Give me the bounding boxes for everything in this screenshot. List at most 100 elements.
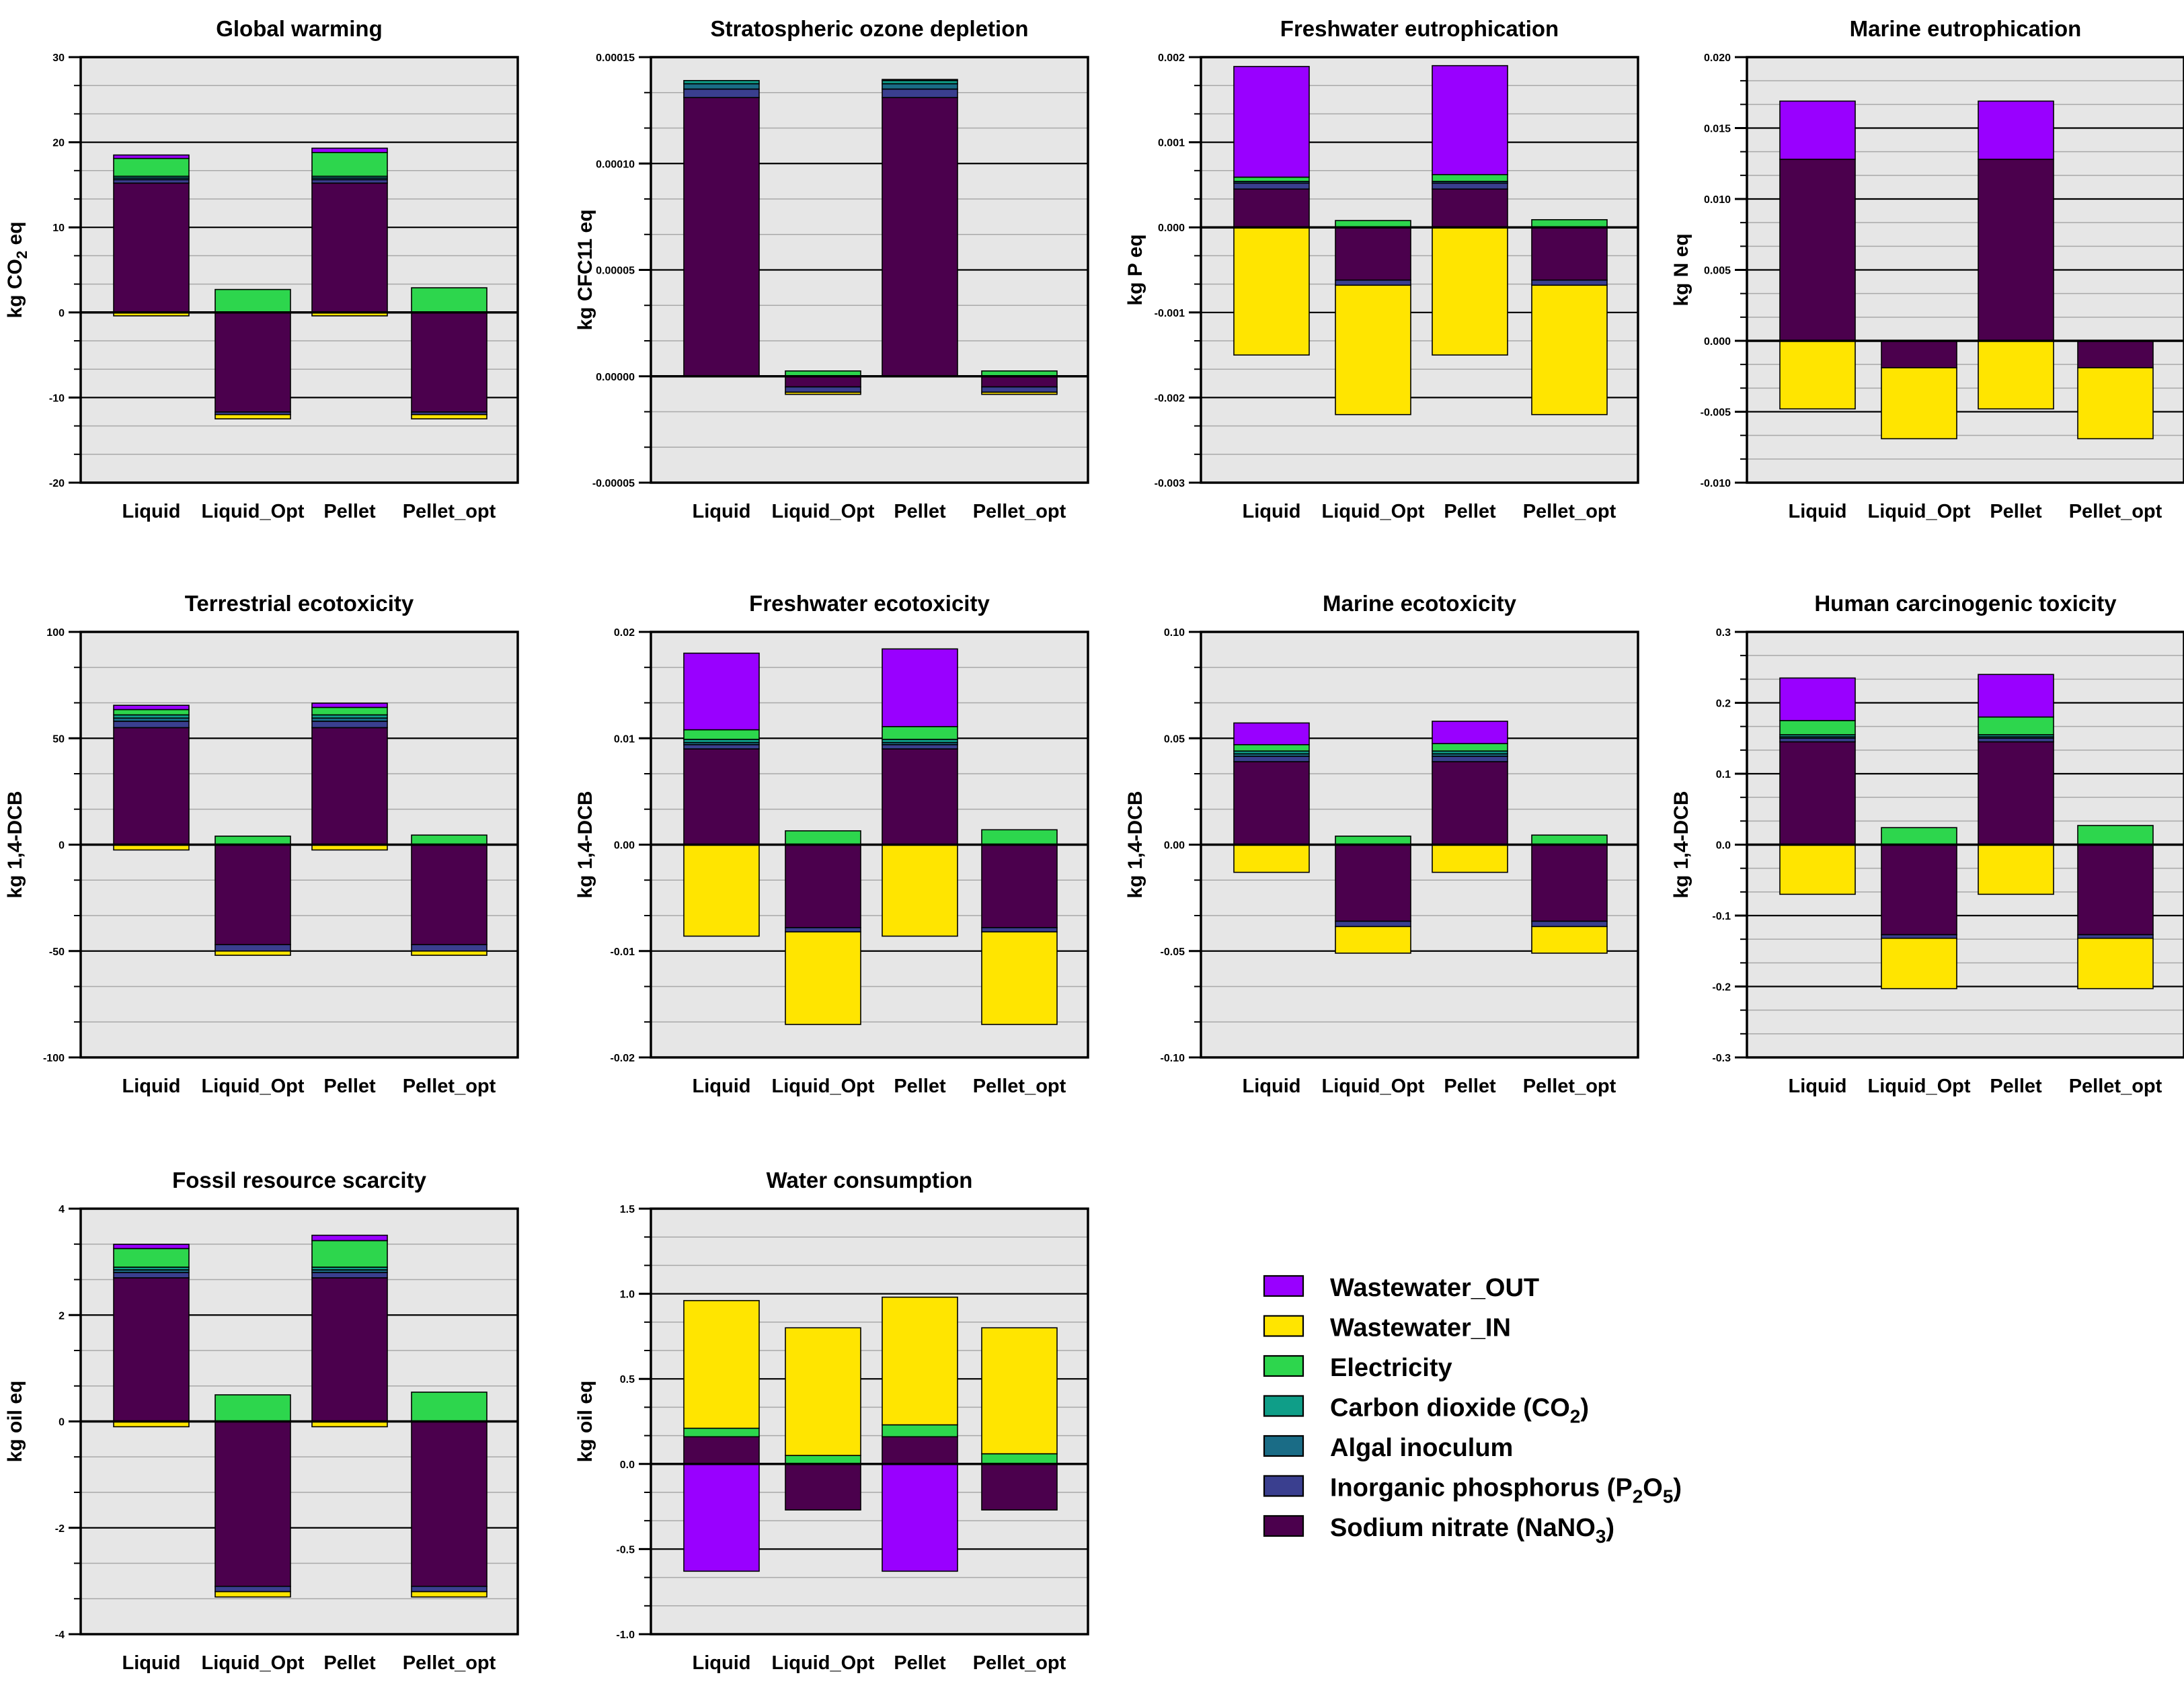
bar-segment-wastewater_out <box>683 652 760 731</box>
x-tick-label: Liquid <box>122 1652 181 1674</box>
x-tick-label: Liquid_Opt <box>1321 501 1424 522</box>
y-axis-label: kg 1,4-DCB <box>4 791 26 898</box>
y-axis-label: kg 1,4-DCB <box>574 791 596 898</box>
y-tick-label: 0.000 <box>1704 336 1731 348</box>
bar-segment-nano3 <box>113 182 190 313</box>
x-tick-label: Pellet_opt <box>403 501 496 522</box>
legend-label-part: 3 <box>1596 1526 1606 1547</box>
x-tick-label: Liquid <box>1243 501 1301 522</box>
plot-frame <box>1746 56 2184 484</box>
bar-segment-p2o5 <box>214 1585 291 1593</box>
bar-segment-electricity <box>882 1424 958 1438</box>
bar-segment-nano3 <box>785 375 861 388</box>
y-tick-label: -10 <box>49 393 65 404</box>
bar-segment-wastewater_out <box>882 1463 958 1572</box>
legend-label-wastewater_in: Wastewater_IN <box>1330 1314 1511 1342</box>
bar-segment-p2o5 <box>311 721 388 729</box>
bar-segment-wastewater_in <box>1531 926 1608 954</box>
plot-frame <box>650 56 1089 484</box>
x-tick-label: Liquid_Opt <box>1321 1076 1424 1097</box>
chart-panel: 0.00015 0.00010 0.00005 0.00000 -0.00005 Liqu… <box>574 16 1089 522</box>
x-tick-label: Liquid <box>693 1076 751 1097</box>
y-tick-label: -20 <box>49 478 65 489</box>
y-tick-label: -0.1 <box>1712 911 1731 922</box>
x-tick-label: Pellet <box>323 1652 376 1674</box>
y-tick-label: -0.00005 <box>592 478 635 489</box>
bar-segment-wastewater_out <box>1432 65 1508 175</box>
y-tick-label: 0.010 <box>1704 194 1731 206</box>
legend-label-wastewater_out: Wastewater_OUT <box>1330 1274 1539 1302</box>
y-tick-label: -0.5 <box>616 1544 635 1556</box>
x-tick-label: Liquid_Opt <box>771 1652 874 1674</box>
chart-panel: 0.3 0.2 0.1 0.0 -0.1 -0.2 -0.3 Liquid Liquid_Opt… <box>1670 591 2184 1097</box>
y-tick-label: -100 <box>43 1053 65 1064</box>
bar-segment-p2o5 <box>1335 920 1411 928</box>
y-tick-label: 2 <box>58 1310 65 1322</box>
bar-segment-wastewater_in <box>785 931 861 1025</box>
y-tick-label: 0.00010 <box>596 159 635 170</box>
bar-segment-wastewater_in <box>1335 284 1411 415</box>
x-tick-label: Liquid_Opt <box>1867 1076 1970 1097</box>
bar-segment-nano3 <box>113 727 190 846</box>
bar-segment-p2o5 <box>683 743 760 750</box>
y-tick-label: -0.01 <box>611 946 635 958</box>
bar-segment-nano3 <box>1432 761 1508 846</box>
plot-frame <box>1200 631 1639 1059</box>
legend-swatch-wastewater_in <box>1263 1315 1304 1337</box>
bar-segment-p2o5 <box>113 721 190 729</box>
y-tick-label: 1.0 <box>620 1289 635 1301</box>
y-tick-label: -0.3 <box>1712 1053 1731 1064</box>
legend-label-inoculum: Algal inoculum <box>1330 1434 1513 1462</box>
bar-segment-electricity <box>981 1453 1058 1465</box>
legend-label-part: ) <box>1606 1514 1614 1542</box>
y-axis-label-main: kg oil eq <box>574 1381 596 1463</box>
y-axis-label: kg 1,4-DCB <box>1670 791 1692 898</box>
bar-segment-nano3 <box>683 97 760 377</box>
legend-swatch-p2o5 <box>1263 1475 1304 1497</box>
legend-label-part: Algal inoculum <box>1330 1434 1513 1462</box>
chart-panel: 4 2 0 -2 -4 Liquid Liquid_Opt Pellet Pellet_opt F… <box>4 1168 519 1674</box>
bar-segment-nano3 <box>785 1463 861 1510</box>
bar-segment-electricity <box>683 729 760 740</box>
chart-title: Global warming <box>216 16 383 41</box>
y-axis-label: kg P eq <box>1124 234 1146 305</box>
bar-segment-wastewater_out <box>311 702 388 709</box>
y-tick-label: 0.2 <box>1716 698 1731 710</box>
bar-segment-nano3 <box>882 748 958 846</box>
bar-segment-wastewater_in <box>411 413 488 419</box>
x-tick-label: Pellet_opt <box>403 1652 496 1674</box>
bar-segment-electricity <box>411 1392 488 1422</box>
bar-segment-nano3 <box>411 844 488 946</box>
bar-segment-wastewater_out <box>113 1244 190 1250</box>
y-axis-label-main: kg N eq <box>1670 233 1692 306</box>
x-tick-label: Pellet_opt <box>2069 1076 2162 1097</box>
bar-segment-electricity <box>311 1240 388 1268</box>
plot-frame <box>650 631 1089 1059</box>
bar-segment-electricity <box>113 157 190 177</box>
bar-segment-nano3 <box>981 844 1058 928</box>
legend-swatch-co2 <box>1263 1395 1304 1417</box>
bar-segment-nano3 <box>214 311 291 413</box>
bar-segment-wastewater_out <box>683 1463 760 1572</box>
chart-panel: 1.5 1.0 0.5 0.0 -0.5 -1.0 Liquid Liquid_Opt Pell… <box>574 1168 1089 1674</box>
bar-segment-electricity <box>882 726 958 740</box>
chart-title: Terrestrial ecotoxicity <box>185 591 414 616</box>
chart-title: Fossil resource scarcity <box>172 1168 427 1193</box>
x-tick-label: Pellet_opt <box>403 1076 496 1097</box>
bar-segment-nano3 <box>1978 741 2054 846</box>
bar-segment-nano3 <box>214 844 291 946</box>
bar-segment-electricity <box>1335 836 1411 846</box>
legend-label-part: Electricity <box>1330 1354 1452 1382</box>
bar-segment-p2o5 <box>113 1272 190 1279</box>
plot-frame <box>1200 56 1639 484</box>
chart-panel: 30 20 10 0 -10 -20 Liquid Liquid_Opt Pellet Pelle… <box>4 16 519 522</box>
x-tick-label: Pellet <box>1444 1076 1496 1097</box>
x-tick-label: Liquid_Opt <box>771 501 874 522</box>
y-tick-label: 0.002 <box>1158 52 1185 64</box>
bar-segment-wastewater_in <box>2077 367 2154 440</box>
bar-segment-wastewater_in <box>785 1327 861 1456</box>
chart-panel: 0.10 0.05 0.00 -0.05 -0.10 Liquid Liquid_Opt Pe… <box>1124 591 1639 1097</box>
bar-segment-electricity <box>411 287 488 313</box>
x-tick-label: Pellet_opt <box>1523 1076 1616 1097</box>
y-tick-label: -0.02 <box>611 1053 635 1064</box>
